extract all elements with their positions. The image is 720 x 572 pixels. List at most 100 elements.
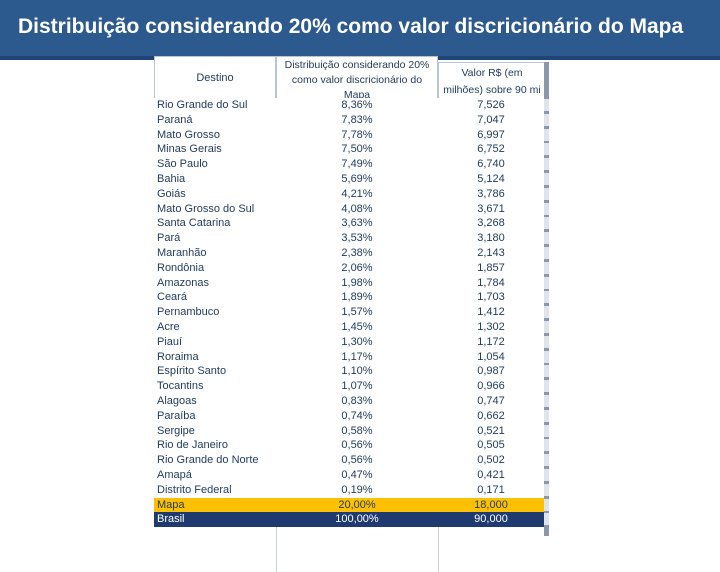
header-destino-label: Destino (196, 72, 234, 84)
row-edge-marker (544, 320, 549, 333)
cell-valor: 0,747 (438, 393, 544, 409)
cell-valor: 1,784 (438, 275, 544, 291)
row-edge-marker (544, 409, 549, 422)
cell-percent: 4,21% (276, 186, 438, 202)
table-row: Rio Grande do Sul 8,36% 7,526 (154, 98, 549, 113)
table-row: Rio de Janeiro 0,56% 0,505 (154, 438, 549, 454)
cell-valor: 6,997 (438, 127, 544, 143)
row-edge-marker (544, 365, 549, 378)
cell-valor: 0,987 (438, 364, 544, 380)
cell-destino: Acre (154, 319, 276, 335)
row-edge-marker (544, 217, 549, 230)
cell-percent: 2,06% (276, 260, 438, 276)
table-row: São Paulo 7,49% 6,740 (154, 157, 549, 172)
row-edge-marker (544, 394, 549, 407)
row-edge-marker (544, 468, 549, 481)
table-row: Piauí 1,30% 1,172 (154, 334, 549, 350)
cell-destino: Brasil (154, 512, 276, 528)
table-row: Bahia 5,69% 5,124 (154, 171, 549, 187)
row-edge-marker (544, 113, 549, 126)
cell-valor: 90,000 (438, 512, 544, 528)
table-row: Distrito Federal 0,19% 0,171 (154, 482, 549, 498)
cell-valor: 5,124 (438, 171, 544, 187)
cell-percent: 3,53% (276, 231, 438, 246)
cell-valor: 7,047 (438, 112, 544, 128)
table-row: Sergipe 0,58% 0,521 (154, 423, 549, 439)
cell-destino: Piauí (154, 334, 276, 350)
table-row: Santa Catarina 3,63% 3,268 (154, 216, 549, 232)
cell-destino: Rondônia (154, 260, 276, 276)
cell-destino: Sergipe (154, 423, 276, 439)
cell-valor: 1,857 (438, 260, 544, 276)
table-row: Amazonas 1,98% 1,784 (154, 275, 549, 291)
cell-percent: 20,00% (276, 497, 438, 513)
table-row: Rio Grande do Norte 0,56% 0,502 (154, 453, 549, 468)
cell-destino: Pará (154, 231, 276, 246)
cell-valor: 0,521 (438, 423, 544, 439)
cell-percent: 1,10% (276, 364, 438, 380)
cell-destino: Rio Grande do Norte (154, 453, 276, 468)
cell-percent: 2,38% (276, 245, 438, 261)
row-edge-marker (544, 232, 549, 245)
row-edge-marker (544, 128, 549, 141)
cell-destino: São Paulo (154, 157, 276, 172)
table-row: Amapá 0,47% 0,421 (154, 467, 549, 483)
cell-valor: 0,171 (438, 482, 544, 498)
table-row: Tocantins 1,07% 0,966 (154, 379, 549, 394)
cell-valor: 3,671 (438, 201, 544, 217)
cell-valor: 0,662 (438, 408, 544, 424)
row-edge-marker (544, 306, 549, 319)
table-row: Mapa 20,00% 18,000 (154, 497, 549, 513)
header-percent-line2: como valor discricionário do (291, 74, 423, 86)
cell-valor: 3,180 (438, 231, 544, 246)
row-edge-marker (544, 513, 549, 526)
cell-percent: 7,49% (276, 157, 438, 172)
table-row: Brasil 100,00% 90,000 (154, 512, 549, 528)
table-row: Alagoas 0,83% 0,747 (154, 393, 549, 409)
table-row: Paraíba 0,74% 0,662 (154, 408, 549, 424)
row-edge-marker (544, 99, 549, 111)
row-edge-marker (544, 261, 549, 274)
cell-percent: 1,17% (276, 349, 438, 365)
cell-destino: Pernambuco (154, 305, 276, 320)
cell-valor: 1,302 (438, 319, 544, 335)
row-edge-marker (544, 246, 549, 259)
cell-percent: 5,69% (276, 171, 438, 187)
page-title: Distribuição considerando 20% como valor… (18, 15, 684, 38)
row-edge-marker (544, 143, 549, 156)
table-row: Rondônia 2,06% 1,857 (154, 260, 549, 276)
row-edge-marker (544, 291, 549, 304)
cell-percent: 8,36% (276, 98, 438, 113)
cell-percent: 0,56% (276, 453, 438, 468)
table-body: Rio Grande do Sul 8,36% 7,526 Paraná 7,83% 7,… (154, 98, 549, 528)
cell-percent: 1,30% (276, 334, 438, 350)
cell-destino: Distrito Federal (154, 482, 276, 498)
table-row: Mato Grosso 7,78% 6,997 (154, 127, 549, 143)
cell-valor: 3,786 (438, 186, 544, 202)
cell-percent: 0,74% (276, 408, 438, 424)
cell-percent: 1,89% (276, 290, 438, 306)
cell-percent: 4,08% (276, 201, 438, 217)
cell-percent: 0,47% (276, 467, 438, 483)
cell-valor: 0,502 (438, 453, 544, 468)
cell-destino: Maranhão (154, 245, 276, 261)
header-percent: Distribuição considerando 20% como valor… (276, 56, 438, 101)
header-valor: Valor R$ (em milhões) sobre 90 mi (438, 62, 546, 98)
title-bar: Distribuição considerando 20% como valor… (0, 0, 720, 60)
cell-destino: Mato Grosso (154, 127, 276, 143)
cell-valor: 0,421 (438, 467, 544, 483)
cell-valor: 6,740 (438, 157, 544, 172)
row-edge-marker (544, 439, 549, 452)
row-edge-marker (544, 158, 549, 171)
table-row: Mato Grosso do Sul 4,08% 3,671 (154, 201, 549, 217)
cell-percent: 0,58% (276, 423, 438, 439)
cell-destino: Minas Gerais (154, 142, 276, 158)
table-row: Pernambuco 1,57% 1,412 (154, 305, 549, 320)
cell-valor: 18,000 (438, 497, 544, 513)
table-row: Espírito Santo 1,10% 0,987 (154, 364, 549, 380)
cell-percent: 100,00% (276, 512, 438, 528)
table-row: Maranhão 2,38% 2,143 (154, 245, 549, 261)
cell-percent: 7,78% (276, 127, 438, 143)
cell-valor: 1,054 (438, 349, 544, 365)
cell-destino: Espírito Santo (154, 364, 276, 380)
